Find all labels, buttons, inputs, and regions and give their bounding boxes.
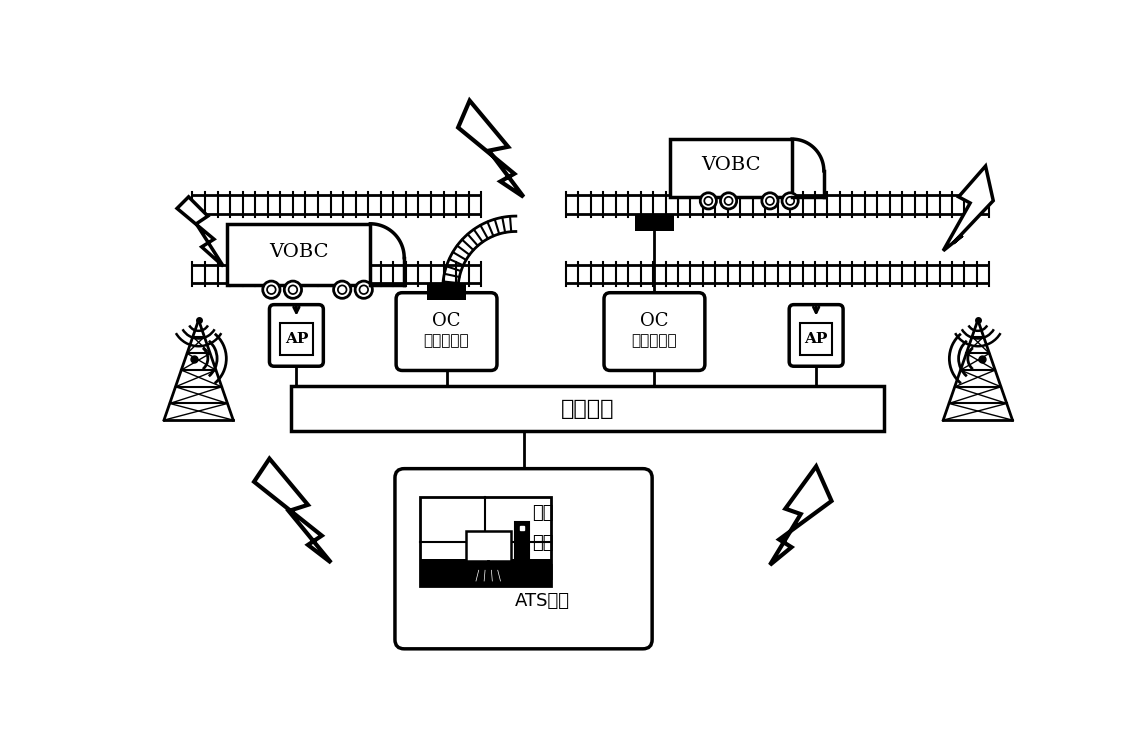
FancyBboxPatch shape xyxy=(604,292,705,370)
Text: 中心: 中心 xyxy=(532,533,553,551)
Circle shape xyxy=(263,281,280,298)
Circle shape xyxy=(359,286,368,294)
Bar xyxy=(420,497,551,586)
Text: 设备: 设备 xyxy=(532,562,553,581)
Circle shape xyxy=(334,281,351,298)
Polygon shape xyxy=(253,459,331,562)
Text: VOBC: VOBC xyxy=(701,156,760,174)
Circle shape xyxy=(338,286,346,294)
Bar xyxy=(280,323,313,355)
Polygon shape xyxy=(468,571,508,581)
Circle shape xyxy=(766,197,774,205)
Bar xyxy=(799,323,833,355)
Bar xyxy=(420,559,551,586)
FancyBboxPatch shape xyxy=(395,469,653,649)
Circle shape xyxy=(284,281,302,298)
Circle shape xyxy=(356,281,373,298)
Bar xyxy=(227,224,370,286)
Text: AP: AP xyxy=(804,332,828,347)
Text: 目标控制器: 目标控制器 xyxy=(632,333,677,348)
Text: 骨干网络: 骨干网络 xyxy=(561,398,614,418)
Bar xyxy=(466,531,510,561)
Text: OC: OC xyxy=(640,312,669,329)
Text: ATS系统: ATS系统 xyxy=(515,592,570,610)
Circle shape xyxy=(762,193,778,209)
Circle shape xyxy=(704,197,712,205)
Circle shape xyxy=(786,197,794,205)
Polygon shape xyxy=(770,466,832,565)
FancyBboxPatch shape xyxy=(396,292,497,370)
Bar xyxy=(635,214,673,231)
Polygon shape xyxy=(943,166,993,251)
Bar xyxy=(428,283,466,300)
Circle shape xyxy=(782,193,798,209)
Circle shape xyxy=(289,286,297,294)
FancyBboxPatch shape xyxy=(789,305,843,367)
Polygon shape xyxy=(177,197,224,266)
Bar xyxy=(291,387,884,431)
Circle shape xyxy=(267,286,275,294)
Text: 目标控制器: 目标控制器 xyxy=(423,333,469,348)
FancyBboxPatch shape xyxy=(270,305,323,367)
Circle shape xyxy=(725,197,733,205)
Bar xyxy=(670,139,793,197)
Circle shape xyxy=(720,193,736,209)
Text: VOBC: VOBC xyxy=(268,243,328,260)
Text: 控制: 控制 xyxy=(532,505,553,522)
Bar xyxy=(515,522,529,559)
Text: OC: OC xyxy=(432,312,461,329)
Polygon shape xyxy=(458,101,523,197)
Text: AP: AP xyxy=(284,332,309,347)
Circle shape xyxy=(701,193,717,209)
